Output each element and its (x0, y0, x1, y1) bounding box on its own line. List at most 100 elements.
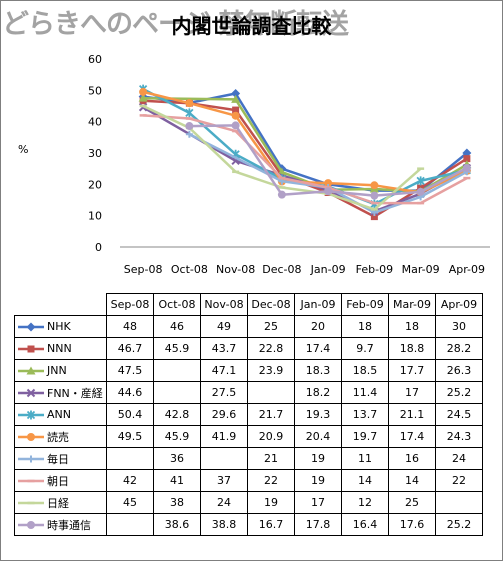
series-name: 読売 (47, 430, 69, 444)
table-cell: 16.4 (341, 513, 389, 536)
table-cell: 48 (106, 315, 154, 338)
table-row: 読売 49.5 45.9 41.9 20.9 20.4 19.7 17.4 24.3 (14, 425, 483, 448)
legend-entry: 時事通信 (14, 513, 107, 536)
data-table: Sep-08 Oct-08 Nov-08 Dec-08 Jan-09 Feb-09 Mar-… (14, 293, 483, 536)
table-cell: 45.9 (153, 425, 201, 448)
data-point (185, 99, 194, 108)
legend-marker (27, 520, 35, 529)
table-cell: 28.2 (435, 337, 483, 360)
legend-key-8 (18, 501, 44, 504)
table-cell: 12 (341, 491, 389, 514)
table-cell: 25 (247, 315, 295, 338)
table-cell (435, 491, 483, 514)
table-column-header: Feb-09 (341, 293, 389, 316)
y-tick-label: 20 (88, 178, 102, 191)
series-line-0 (142, 92, 468, 192)
table-cell: 25 (388, 491, 436, 514)
table-cell: 21.7 (247, 403, 295, 426)
table-cell: 27.5 (200, 381, 248, 404)
table-cell: 17.4 (294, 337, 342, 360)
table-column-header: Oct-08 (153, 293, 201, 316)
table-cell: 47.5 (106, 359, 154, 382)
table-cell (247, 381, 295, 404)
legend-marker (27, 345, 35, 353)
table-cell: 22.8 (247, 337, 295, 360)
data-point (277, 190, 286, 199)
legend-marker (26, 322, 36, 332)
table-cell (106, 513, 154, 536)
legend-entry: NHK (14, 315, 107, 338)
data-point (370, 191, 379, 200)
table-cell: 19 (294, 447, 342, 470)
legend-entry: 日経 (14, 491, 107, 514)
series-name: ANN (47, 408, 71, 422)
legend-marker (26, 410, 36, 420)
data-point (370, 213, 378, 221)
table-cell: 13.7 (341, 403, 389, 426)
series-name: FNN・産経 (47, 386, 103, 400)
legend-key-3 (18, 388, 44, 397)
data-point (370, 181, 379, 190)
table-cell: 11 (341, 447, 389, 470)
table-cell: 18 (388, 315, 436, 338)
table-cell: 43.7 (200, 337, 248, 360)
table-cell: 38 (153, 491, 201, 514)
table-cell: 18.3 (294, 359, 342, 382)
table-row: 毎日 36 21 19 11 16 24 (14, 447, 483, 470)
table-cell: 41 (153, 469, 201, 492)
y-tick-label: 30 (88, 147, 102, 160)
table-cell: 19 (247, 491, 295, 514)
series-name: 時事通信 (47, 518, 91, 532)
legend-marker (27, 455, 35, 462)
table-cell: 20 (294, 315, 342, 338)
legend-entry: NNN (14, 337, 107, 360)
table-cell: 29.6 (200, 403, 248, 426)
table-cell: 22 (247, 469, 295, 492)
table-cell: 44.6 (106, 381, 154, 404)
table-cell: 16.7 (247, 513, 295, 536)
legend-entry: JNN (14, 359, 107, 382)
y-tick-label: 10 (88, 210, 102, 223)
y-tick-label: 50 (88, 84, 102, 97)
table-corner (15, 294, 107, 316)
y-axis-label: % (18, 143, 29, 156)
table-cell: 18.5 (341, 359, 389, 382)
table-cell: 41.9 (200, 425, 248, 448)
table-column-header: Apr-09 (435, 293, 483, 316)
legend-marker (26, 366, 36, 375)
data-point (185, 130, 193, 138)
legend-key-9 (18, 520, 44, 529)
table-cell: 26.3 (435, 359, 483, 382)
x-tick-label: Sep-08 (124, 263, 163, 276)
x-tick-label: Mar-09 (402, 263, 440, 276)
legend-entry: ANN (14, 403, 107, 426)
series-name: 日経 (47, 496, 69, 510)
x-tick-label: Oct-08 (171, 263, 208, 276)
table-cell: 18 (341, 315, 389, 338)
legend-marker (26, 388, 36, 397)
x-tick-label: Nov-08 (216, 263, 255, 276)
table-cell: 17.8 (294, 513, 342, 536)
legend-marker (27, 432, 35, 441)
table-cell: 42 (106, 469, 154, 492)
table-column-header: Dec-08 (247, 293, 295, 316)
table-cell: 47.1 (200, 359, 248, 382)
legend-entry: 朝日 (14, 469, 107, 492)
series-line-7 (143, 114, 468, 205)
data-point (185, 108, 194, 118)
legend-key-7 (18, 479, 44, 482)
x-tick-label: Jan-09 (310, 263, 346, 276)
table-cell: 22 (435, 469, 483, 492)
data-point (416, 187, 425, 196)
table-cell: 45.9 (153, 337, 201, 360)
table-row: ANN 50.4 42.8 29.6 21.7 19.3 13.7 21.1 24.5 (14, 403, 483, 426)
table-cell: 25.2 (435, 513, 483, 536)
table-cell (200, 447, 248, 470)
table-cell: 14 (341, 469, 389, 492)
table-cell: 21 (247, 447, 295, 470)
table-cell: 16 (388, 447, 436, 470)
data-point (463, 155, 471, 163)
table-cell: 24 (200, 491, 248, 514)
series-name: 朝日 (47, 474, 69, 488)
